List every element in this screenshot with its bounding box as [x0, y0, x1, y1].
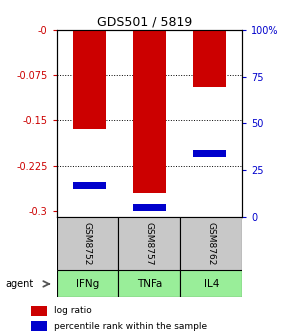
- Text: TNFa: TNFa: [137, 279, 162, 289]
- Bar: [31, 306, 46, 316]
- Bar: [57, 270, 118, 297]
- Bar: [118, 217, 180, 270]
- Bar: [180, 270, 242, 297]
- Bar: [73, 182, 106, 189]
- Bar: [133, 30, 166, 193]
- Bar: [193, 30, 226, 87]
- Bar: [193, 150, 226, 157]
- Text: IL4: IL4: [204, 279, 219, 289]
- Text: agent: agent: [6, 279, 34, 289]
- Text: GSM8762: GSM8762: [207, 222, 216, 265]
- Text: GDS501 / 5819: GDS501 / 5819: [97, 15, 193, 28]
- Bar: [180, 217, 242, 270]
- Text: log ratio: log ratio: [54, 306, 92, 315]
- Text: percentile rank within the sample: percentile rank within the sample: [54, 322, 207, 331]
- Text: GSM8752: GSM8752: [83, 222, 92, 265]
- Bar: [57, 217, 118, 270]
- Bar: [133, 204, 166, 211]
- Text: IFNg: IFNg: [76, 279, 99, 289]
- Bar: [73, 30, 106, 129]
- Bar: [118, 270, 180, 297]
- Bar: [31, 321, 46, 331]
- Text: GSM8757: GSM8757: [145, 222, 154, 265]
